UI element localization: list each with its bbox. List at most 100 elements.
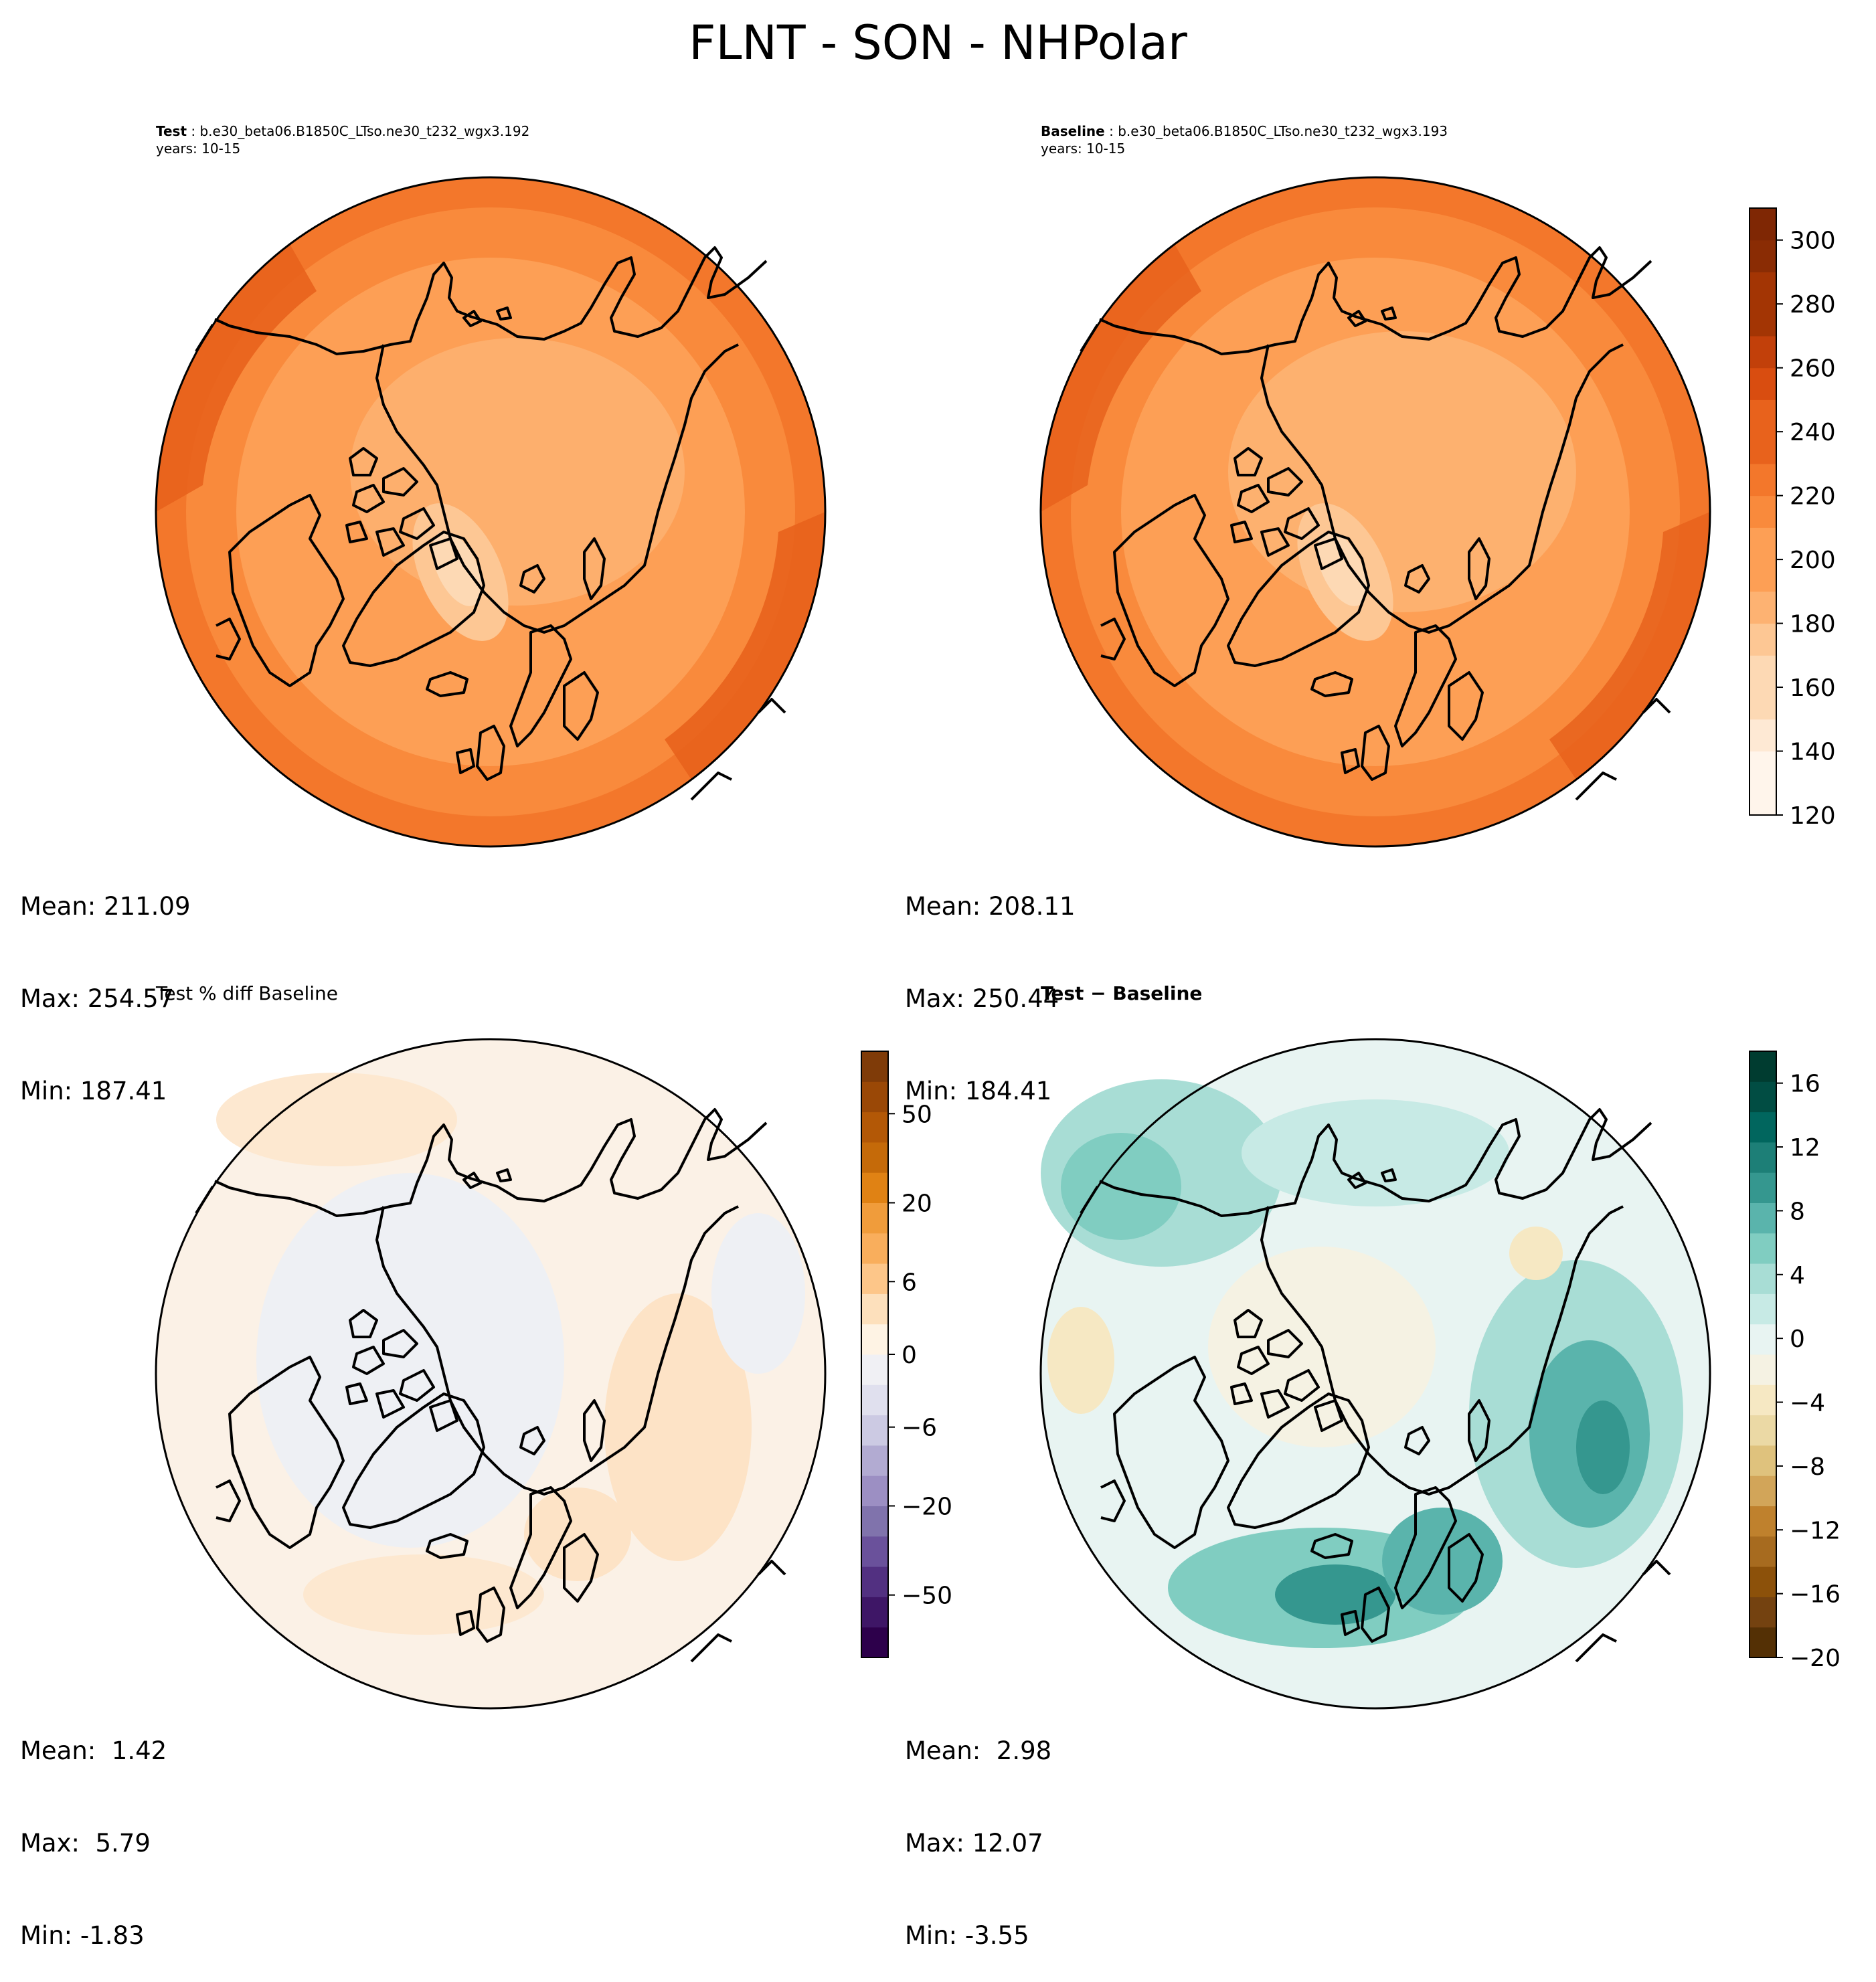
diff-min: Min: -3.55	[905, 1921, 1029, 1950]
diff-colorbar: −20 −16 −12 −8 −4 0 4 8 12 16	[1749, 1051, 1841, 1672]
absolute-colorbar-tick-label: 180	[1790, 611, 1836, 638]
absolute-colorbar-tick-label: 300	[1790, 228, 1836, 255]
diff-colorbar-tick-label: 8	[1790, 1198, 1805, 1225]
absolute-colorbar-tick-label: 280	[1790, 291, 1836, 319]
test-panel-title: Test : b.e30_beta06.B1850C_LTso.ne30_t23…	[156, 122, 529, 157]
test-min: Min: 187.41	[20, 1077, 167, 1105]
pctdiff-colorbar-tick-label: 0	[902, 1342, 917, 1369]
absolute-colorbar-swatch	[1750, 495, 1776, 528]
diff-mean: Mean: 2.98	[905, 1736, 1052, 1765]
absolute-colorbar-swatch	[1750, 304, 1776, 337]
pctdiff-colorbar-swatch	[861, 1415, 888, 1446]
absolute-colorbar-tick-label: 220	[1790, 483, 1836, 511]
pctdiff-max: Max: 5.79	[20, 1829, 151, 1858]
diff-colorbar-swatch	[1750, 1566, 1776, 1597]
diff-panel-title: Test − Baseline	[1041, 982, 1203, 1004]
diff-colorbar-swatch	[1750, 1354, 1776, 1385]
diff-colorbar-swatch	[1750, 1202, 1776, 1234]
test-years: years: 10-15	[156, 141, 241, 157]
absolute-colorbar: 120 140 160 180 200 220 240 260 280 300	[1749, 207, 1836, 830]
baseline-min: Min: 184.41	[905, 1077, 1052, 1105]
absolute-colorbar-swatch	[1750, 399, 1776, 432]
pctdiff-colorbar-swatch	[861, 1263, 888, 1294]
diff-max: Max: 12.07	[905, 1829, 1043, 1858]
diff-colorbar-swatch	[1750, 1536, 1776, 1567]
diff-colorbar-swatch	[1750, 1142, 1776, 1173]
diff-colorbar-swatch	[1750, 1111, 1776, 1143]
diff-colorbar-tick-label: 0	[1790, 1326, 1805, 1353]
diff-colorbar-swatch	[1750, 1081, 1776, 1113]
absolute-colorbar-tick-label: 200	[1790, 547, 1836, 574]
absolute-colorbar-swatch	[1750, 240, 1776, 272]
absolute-colorbar-swatch	[1750, 591, 1776, 624]
absolute-colorbar-swatch	[1750, 432, 1776, 464]
test-max: Max: 254.57	[20, 984, 175, 1013]
absolute-colorbar-tick-label: 240	[1790, 419, 1836, 446]
baseline-max: Max: 250.44	[905, 984, 1059, 1013]
absolute-colorbar-swatch	[1750, 719, 1776, 752]
baseline-stats: Mean: 208.11 Max: 250.44 Min: 184.41	[905, 830, 1076, 1138]
diff-map	[1039, 1038, 1711, 1710]
diff-colorbar-swatch	[1750, 1293, 1776, 1325]
absolute-colorbar-tick-label: 160	[1790, 674, 1836, 702]
diff-colorbar-swatch	[1750, 1263, 1776, 1294]
pctdiff-map	[155, 1038, 827, 1710]
baseline-mean: Mean: 208.11	[905, 892, 1076, 921]
pctdiff-colorbar-swatch	[861, 1293, 888, 1325]
absolute-colorbar-tick-label: 140	[1790, 739, 1836, 766]
absolute-colorbar-swatch	[1750, 559, 1776, 592]
baseline-title-label: Baseline	[1041, 123, 1105, 139]
pctdiff-colorbar-swatch	[861, 1597, 888, 1628]
pctdiff-colorbar-swatch	[861, 1324, 888, 1355]
absolute-colorbar-swatch	[1750, 208, 1776, 241]
pctdiff-colorbar-tick-label: −6	[902, 1415, 937, 1442]
diff-colorbar-tick-label: −16	[1790, 1581, 1841, 1609]
pctdiff-colorbar-swatch	[861, 1506, 888, 1537]
pctdiff-colorbar-swatch	[861, 1627, 888, 1658]
diff-colorbar-tick-label: 4	[1790, 1262, 1805, 1289]
test-map	[155, 176, 827, 848]
absolute-colorbar-tick-label: 120	[1790, 802, 1836, 830]
pctdiff-colorbar-swatch	[861, 1536, 888, 1567]
diff-colorbar-swatch	[1750, 1233, 1776, 1264]
absolute-colorbar-swatch	[1750, 655, 1776, 688]
pctdiff-colorbar-swatch	[861, 1475, 888, 1506]
absolute-colorbar-swatch	[1750, 783, 1776, 816]
diff-colorbar-tick-label: −8	[1790, 1453, 1825, 1481]
pctdiff-colorbar-swatch	[861, 1111, 888, 1143]
absolute-colorbar-swatch	[1750, 367, 1776, 400]
diff-colorbar-swatch	[1750, 1324, 1776, 1355]
test-case-name: : b.e30_beta06.B1850C_LTso.ne30_t232_wgx…	[187, 123, 530, 139]
diff-colorbar-tick-label: −12	[1790, 1517, 1841, 1544]
pctdiff-colorbar-tick-label: −50	[902, 1583, 952, 1610]
pctdiff-colorbar-swatch	[861, 1445, 888, 1476]
figure-title: FLNT - SON - NHPolar	[689, 15, 1187, 70]
absolute-colorbar-swatch	[1750, 687, 1776, 720]
diff-colorbar-tick-label: 16	[1790, 1071, 1820, 1098]
test-title-label: Test	[156, 123, 187, 139]
pctdiff-panel-title: Test % diff Baseline	[156, 982, 339, 1004]
absolute-colorbar-swatch	[1750, 751, 1776, 784]
diff-colorbar-tick-label: −4	[1790, 1390, 1825, 1417]
diff-colorbar-frame	[1749, 1051, 1777, 1658]
diff-colorbar-swatch	[1750, 1597, 1776, 1628]
pctdiff-colorbar-swatch	[861, 1172, 888, 1203]
pctdiff-colorbar-swatch	[861, 1051, 888, 1082]
diff-colorbar-swatch	[1750, 1445, 1776, 1476]
test-mean: Mean: 211.09	[20, 892, 191, 921]
baseline-map	[1039, 176, 1711, 848]
diff-colorbar-swatch	[1750, 1506, 1776, 1537]
pctdiff-mean: Mean: 1.42	[20, 1736, 167, 1765]
baseline-case-name: : b.e30_beta06.B1850C_LTso.ne30_t232_wgx…	[1104, 123, 1448, 139]
pctdiff-colorbar-tick-label: 6	[902, 1269, 917, 1296]
diff-colorbar-tick-label: −20	[1790, 1645, 1841, 1672]
absolute-colorbar-swatch	[1750, 463, 1776, 497]
diff-colorbar-swatch	[1750, 1172, 1776, 1203]
pctdiff-colorbar-swatch	[861, 1384, 888, 1416]
pctdiff-colorbar-swatch	[861, 1142, 888, 1173]
absolute-colorbar-swatch	[1750, 623, 1776, 656]
diff-colorbar-swatch	[1750, 1051, 1776, 1082]
pctdiff-colorbar: −50 −20 −6 0 6 20 50	[861, 1051, 952, 1658]
test-stats: Mean: 211.09 Max: 254.57 Min: 187.41	[20, 830, 191, 1138]
diff-colorbar-swatch	[1750, 1627, 1776, 1658]
